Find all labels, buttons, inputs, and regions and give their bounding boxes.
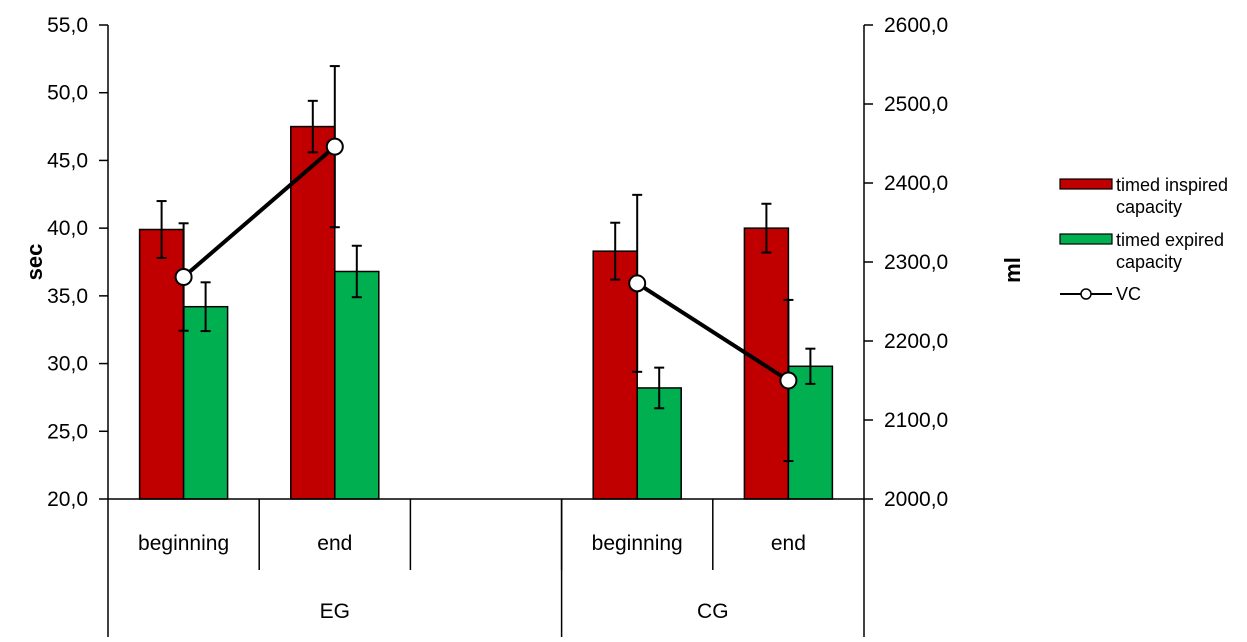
- category-label-1: end: [317, 532, 352, 555]
- bar-expired-0: [182, 305, 229, 500]
- y-left-tick-label-3: 35,0: [47, 285, 88, 308]
- error-bar-expired-3: [654, 366, 665, 410]
- category-label-0: beginning: [138, 532, 229, 555]
- group-label-0: EG: [320, 600, 350, 623]
- vc-point-1: [325, 137, 344, 156]
- legend-swatch-marker-2: [1080, 288, 1092, 300]
- y-left-tick-label-4: 40,0: [47, 217, 88, 240]
- bar-inspired-0: [138, 228, 185, 500]
- error-bar-inspired-3: [610, 221, 621, 281]
- y-right-tick-label-3: 2300,0: [884, 251, 948, 274]
- bar-expired-1: [334, 270, 380, 500]
- vc-line-segment-1: [636, 281, 790, 383]
- y-right-tick-label-6: 2600,0: [884, 14, 948, 37]
- y-right-tick-label-2: 2200,0: [884, 330, 948, 353]
- legend-swatch-1: [1059, 233, 1113, 245]
- vc-point-3: [628, 274, 647, 293]
- vc-point-0: [174, 268, 193, 287]
- y-left-title: sec: [22, 244, 47, 281]
- category-label-4: end: [771, 532, 806, 555]
- error-bar-inspired-4: [761, 202, 772, 254]
- bars-layer: [138, 99, 834, 500]
- y-left-tick-label-0: 20,0: [47, 488, 88, 511]
- legend-label-0-0: timed inspired: [1116, 175, 1228, 195]
- y-right-tick-label-1: 2100,0: [884, 409, 948, 432]
- bar-inspired-4: [743, 227, 790, 500]
- y-left-tick-label-1: 25,0: [47, 420, 88, 443]
- legend-label-2-0: VC: [1116, 284, 1141, 304]
- y-right-title: ml: [1000, 257, 1025, 283]
- error-bar-inspired-1: [307, 99, 318, 154]
- y-left-tick-label-6: 50,0: [47, 82, 88, 105]
- y-right-tick-label-0: 2000,0: [884, 488, 948, 511]
- error-bar-expired-4: [805, 347, 816, 385]
- bar-inspired-1: [290, 125, 336, 500]
- legend-swatch-0: [1059, 178, 1113, 190]
- error-bar-inspired-0: [156, 200, 167, 259]
- y-left-tick-label-5: 45,0: [47, 149, 88, 172]
- legend-label-0-1: capacity: [1116, 197, 1182, 217]
- vc-point-4: [779, 371, 798, 390]
- legend-label-1-0: timed expired: [1116, 230, 1224, 250]
- error-bar-expired-0: [200, 281, 211, 333]
- category-label-3: beginning: [592, 532, 683, 555]
- y-right-tick-label-5: 2500,0: [884, 93, 948, 116]
- y-right-tick-label-4: 2400,0: [884, 172, 948, 195]
- y-left-tick-label-7: 55,0: [47, 14, 88, 37]
- labels-layer: 20,0 25,0 30,0 35,0 40,0 45,0 50,0 55,0 2000,0 21…: [22, 14, 1025, 623]
- error-bar-expired-1: [351, 244, 362, 299]
- line-layer: [174, 65, 798, 463]
- group-label-2: CG: [697, 600, 729, 623]
- y-left-tick-label-2: 30,0: [47, 353, 88, 376]
- legend-label-1-1: capacity: [1116, 252, 1182, 272]
- vc-line-segment-0: [182, 145, 337, 279]
- axes-layer: [99, 24, 873, 637]
